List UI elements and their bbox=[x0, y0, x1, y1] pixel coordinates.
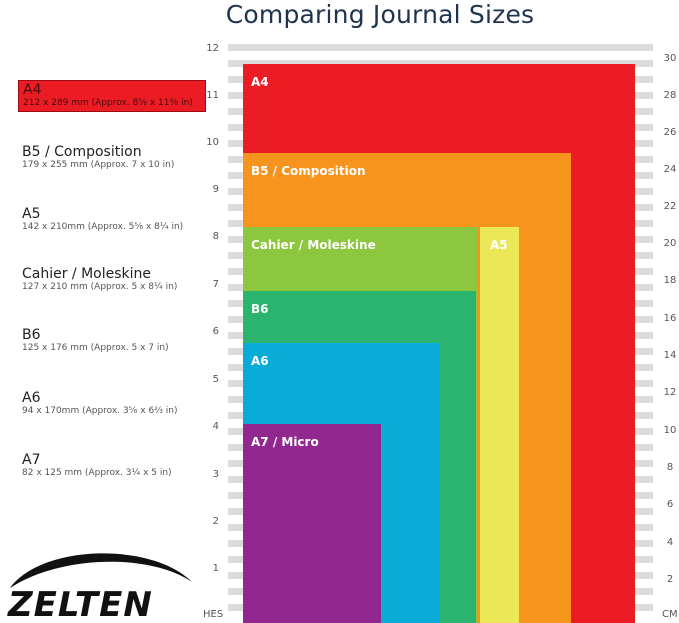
rect-b6-label: B6 bbox=[251, 302, 269, 316]
legend-item-b5: B5 / Composition 179 x 255 mm (Approx. 7… bbox=[22, 144, 174, 171]
inch-tick: 6 bbox=[212, 326, 219, 337]
legend-dims: 179 x 255 mm (Approx. 7 x 10 in) bbox=[22, 160, 175, 170]
rect-a5: A5 bbox=[480, 227, 519, 623]
inch-tick: 7 bbox=[212, 279, 219, 290]
legend-dims: 82 x 125 mm (Approx. 3¼ x 5 in) bbox=[22, 468, 172, 478]
cm-axis-unit: CM bbox=[662, 609, 678, 620]
inch-tick: 3 bbox=[212, 469, 219, 480]
legend-dims: 142 x 210mm (Approx. 5⅝ x 8¼ in) bbox=[22, 222, 184, 232]
zelten-logo: ZELTEN bbox=[7, 553, 192, 620]
legend-name: A6 bbox=[22, 390, 41, 406]
legend-item-b6: B6 125 x 176 mm (Approx. 5 x 7 in) bbox=[22, 327, 169, 354]
rect-a6-label: A6 bbox=[251, 354, 269, 368]
rect-cahier-label: Cahier / Moleskine bbox=[251, 238, 376, 252]
legend-item-a7: A7 82 x 125 mm (Approx. 3¼ x 5 in) bbox=[22, 452, 172, 479]
cm-tick: 14 bbox=[663, 350, 677, 361]
cm-tick: 20 bbox=[663, 238, 677, 249]
legend-dims: 212 x 289 mm (Approx. 8⅝ x 11⅜ in) bbox=[23, 98, 193, 108]
rect-a5-label: A5 bbox=[490, 238, 508, 252]
svg-text:ZELTEN: ZELTEN bbox=[7, 585, 153, 620]
inch-tick: 4 bbox=[212, 421, 219, 432]
inch-tick: 11 bbox=[206, 90, 219, 101]
legend-name: B6 bbox=[22, 327, 41, 343]
inch-tick: 10 bbox=[206, 137, 219, 148]
cm-tick: 4 bbox=[666, 537, 674, 548]
cm-tick: 22 bbox=[663, 201, 677, 212]
cm-tick: 28 bbox=[663, 90, 677, 101]
rect-a7: A7 / Micro bbox=[243, 424, 381, 623]
rect-a4-label: A4 bbox=[251, 75, 269, 89]
legend-item-a4: A4 212 x 289 mm (Approx. 8⅝ x 11⅜ in) bbox=[18, 80, 206, 112]
legend-name: A4 bbox=[23, 82, 42, 98]
legend-dims: 127 x 210 mm (Approx. 5 x 8¼ in) bbox=[22, 282, 178, 292]
legend-name: A7 bbox=[22, 452, 41, 468]
legend-dims: 125 x 176 mm (Approx. 5 x 7 in) bbox=[22, 343, 169, 353]
cm-tick: 30 bbox=[663, 53, 677, 64]
inch-tick: 2 bbox=[212, 516, 219, 527]
cm-tick: 6 bbox=[666, 499, 674, 510]
legend-item-a5: A5 142 x 210mm (Approx. 5⅝ x 8¼ in) bbox=[22, 206, 183, 233]
inch-tick: 9 bbox=[212, 184, 219, 195]
cm-tick: 12 bbox=[663, 387, 677, 398]
legend-item-a6: A6 94 x 170mm (Approx. 3⅝ x 6⅔ in) bbox=[22, 390, 177, 417]
legend-name: Cahier / Moleskine bbox=[22, 266, 152, 282]
legend-item-cahier: Cahier / Moleskine 127 x 210 mm (Approx.… bbox=[22, 266, 177, 293]
chart-title: Comparing Journal Sizes bbox=[225, 0, 535, 29]
cm-tick: 18 bbox=[663, 275, 677, 286]
legend-name: A5 bbox=[22, 206, 41, 222]
inch-tick: 1 bbox=[212, 563, 219, 574]
cm-tick: 10 bbox=[663, 425, 677, 436]
cm-tick: 24 bbox=[663, 164, 677, 175]
cm-tick: 8 bbox=[666, 462, 674, 473]
inch-tick: 5 bbox=[212, 374, 219, 385]
inch-axis-unit: HES bbox=[203, 609, 224, 620]
inch-tick: 12 bbox=[206, 43, 219, 54]
cm-tick: 16 bbox=[663, 313, 677, 324]
rect-b5-label: B5 / Composition bbox=[251, 164, 366, 178]
inch-tick: 8 bbox=[212, 231, 219, 242]
legend-dims: 94 x 170mm (Approx. 3⅝ x 6⅔ in) bbox=[22, 406, 178, 416]
rect-a7-label: A7 / Micro bbox=[251, 435, 319, 449]
cm-tick: 2 bbox=[666, 574, 674, 585]
legend-name: B5 / Composition bbox=[22, 144, 142, 160]
cm-tick: 26 bbox=[663, 127, 677, 138]
